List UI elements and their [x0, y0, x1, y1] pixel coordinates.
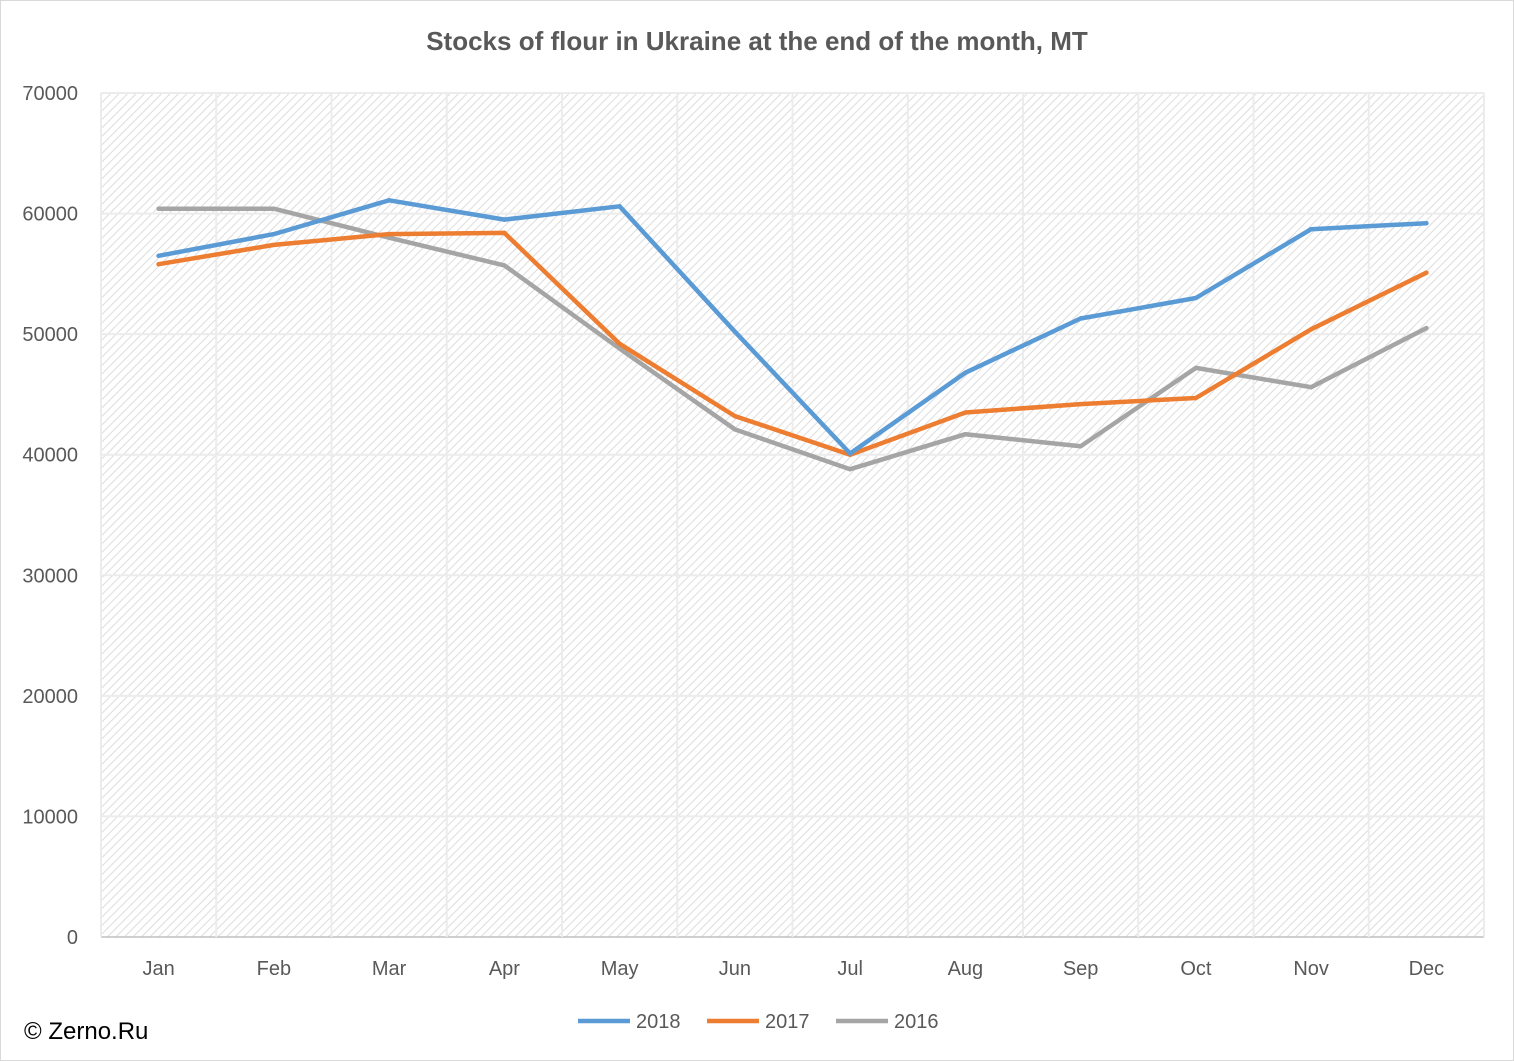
- legend: 2018 2017 2016: [578, 1011, 939, 1033]
- data-point: [1424, 270, 1429, 275]
- data-point: [386, 235, 392, 240]
- y-tick-label: 70000: [22, 83, 78, 105]
- x-tick-label: Sep: [1063, 958, 1099, 980]
- data-point: [1193, 295, 1199, 301]
- x-tick-label: Jul: [837, 958, 863, 980]
- data-point: [271, 231, 277, 237]
- y-tick-label: 20000: [22, 686, 78, 708]
- y-tick-label: 0: [67, 927, 78, 949]
- data-point: [1078, 444, 1083, 449]
- legend-label-2016: 2016: [894, 1011, 939, 1033]
- legend-label-2017: 2017: [765, 1011, 810, 1033]
- data-point: [386, 231, 392, 237]
- series-lines: [156, 198, 1429, 472]
- data-point: [156, 262, 161, 267]
- data-point: [1078, 316, 1083, 321]
- x-tick-label: Aug: [948, 958, 984, 980]
- data-point: [732, 413, 738, 419]
- gridlines: [100, 92, 1485, 938]
- x-axis: Jan Feb Mar Apr May Jun Jul Aug Sep Oct Nov Dec: [143, 958, 1445, 980]
- data-point: [617, 204, 622, 209]
- data-point: [1193, 395, 1199, 401]
- x-tick-label: Feb: [257, 958, 291, 980]
- data-point: [847, 466, 853, 472]
- data-point: [271, 242, 277, 248]
- y-tick-label: 10000: [22, 806, 78, 828]
- x-tick-label: Dec: [1409, 958, 1445, 980]
- data-point: [1424, 325, 1429, 331]
- data-point: [1308, 384, 1314, 390]
- y-tick-label: 30000: [22, 565, 78, 587]
- data-point: [963, 432, 968, 437]
- data-point: [156, 253, 161, 258]
- data-point: [847, 451, 853, 456]
- x-tick-label: Oct: [1180, 958, 1212, 980]
- series-line-2017: [156, 230, 1429, 457]
- chart-title: Stocks of flour in Ukraine at the end of…: [426, 26, 1088, 56]
- data-point: [156, 206, 161, 211]
- data-point: [1424, 221, 1429, 226]
- y-tick-label: 50000: [22, 324, 78, 346]
- y-axis: 0 10000 20000 30000 40000 50000 60000 70000: [22, 83, 78, 949]
- x-tick-label: Jan: [143, 958, 175, 980]
- series-line-2018: [156, 198, 1429, 456]
- y-tick-label: 60000: [22, 204, 78, 226]
- data-point: [1308, 227, 1314, 232]
- x-tick-label: Apr: [489, 958, 520, 980]
- x-tick-label: Jun: [719, 958, 751, 980]
- data-point: [732, 427, 738, 432]
- series-line-2016: [156, 206, 1429, 472]
- legend-label-2018: 2018: [636, 1011, 681, 1033]
- data-point: [1193, 365, 1199, 371]
- data-point: [1308, 327, 1314, 332]
- data-point: [502, 263, 507, 268]
- data-point: [502, 217, 507, 222]
- data-point: [386, 198, 392, 203]
- data-point: [963, 410, 968, 415]
- x-tick-label: Mar: [372, 958, 407, 980]
- copyright-text: © Zerno.Ru: [24, 1018, 149, 1045]
- x-tick-label: Nov: [1293, 958, 1329, 980]
- data-point: [1078, 401, 1083, 407]
- y-tick-label: 40000: [22, 445, 78, 467]
- data-point: [271, 206, 277, 211]
- x-tick-label: May: [601, 958, 639, 980]
- data-point: [617, 346, 622, 351]
- data-point: [502, 230, 507, 236]
- data-point: [617, 341, 622, 346]
- data-point: [963, 370, 968, 375]
- data-point: [732, 329, 738, 334]
